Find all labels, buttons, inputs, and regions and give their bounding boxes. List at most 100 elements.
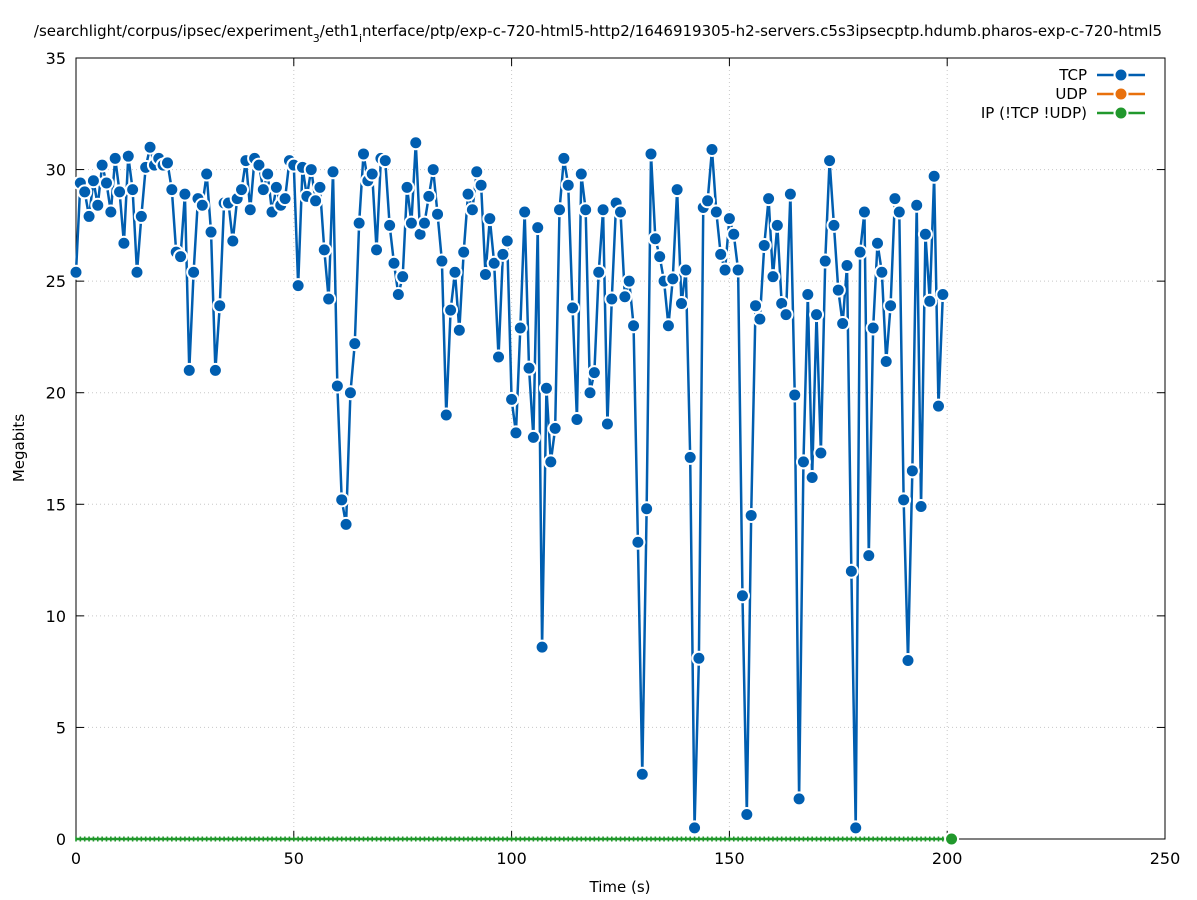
data-point — [732, 836, 735, 842]
data-point — [691, 650, 707, 666]
data-point — [236, 836, 238, 842]
data-point — [904, 463, 920, 479]
data-point — [312, 179, 328, 195]
data-point — [112, 184, 128, 200]
data-point — [689, 836, 691, 842]
data-point — [534, 639, 550, 655]
y-tick-label: 5 — [56, 718, 66, 737]
data-point — [713, 246, 729, 262]
data-point — [384, 836, 387, 842]
data-point — [462, 836, 465, 842]
data-point — [721, 211, 737, 227]
data-point — [772, 836, 774, 842]
data-point — [678, 262, 694, 278]
data-point — [275, 836, 278, 842]
data-point — [589, 836, 591, 842]
data-point — [765, 269, 781, 285]
legend-label: IP (!TCP !UDP) — [981, 104, 1087, 122]
data-point — [647, 231, 663, 247]
data-point — [837, 836, 840, 842]
data-point — [177, 186, 193, 202]
data-point — [329, 378, 345, 394]
data-point — [885, 836, 888, 842]
x-axis-label: Time (s) — [589, 878, 651, 896]
data-point — [438, 407, 454, 423]
data-point — [811, 836, 813, 842]
data-point — [497, 836, 500, 842]
data-point — [624, 836, 626, 842]
data-point — [917, 226, 933, 242]
data-point — [449, 836, 452, 842]
data-point — [746, 836, 748, 842]
data-point — [843, 563, 859, 579]
data-point — [371, 836, 374, 842]
data-point — [942, 836, 944, 842]
data-point — [734, 588, 750, 604]
data-point — [630, 534, 646, 550]
data-point — [717, 262, 733, 278]
chart-title: /searchlight/corpus/ipsec/experiment3/et… — [34, 22, 1162, 45]
data-point — [660, 318, 676, 334]
data-point — [234, 182, 250, 198]
data-point — [711, 836, 713, 842]
data-point — [861, 548, 877, 564]
data-point — [369, 242, 385, 258]
data-point — [129, 264, 145, 280]
data-point — [416, 215, 432, 231]
data-point — [399, 179, 415, 195]
data-point — [502, 836, 504, 842]
data-point — [414, 836, 417, 842]
data-point — [852, 244, 868, 260]
legend-label: TCP — [1058, 66, 1087, 84]
data-point — [898, 836, 901, 842]
data-point — [159, 155, 175, 171]
data-point — [519, 836, 522, 842]
y-tick-label: 15 — [46, 495, 66, 514]
data-point — [645, 836, 648, 842]
data-point — [763, 836, 766, 842]
data-point — [127, 836, 130, 842]
y-tick-label: 35 — [46, 49, 66, 68]
data-point — [188, 836, 191, 842]
data-point — [571, 836, 574, 842]
data-point — [673, 295, 689, 311]
data-point — [351, 215, 367, 231]
data-point — [364, 166, 380, 182]
data-point — [493, 836, 495, 842]
data-point — [458, 836, 461, 842]
data-point — [144, 836, 147, 842]
data-point — [560, 177, 576, 193]
data-point — [702, 836, 705, 842]
data-point — [136, 836, 138, 842]
data-point — [510, 836, 513, 842]
data-point — [425, 162, 441, 178]
data-point — [469, 164, 485, 180]
data-point — [334, 492, 350, 508]
data-point — [464, 202, 480, 218]
data-point — [486, 255, 502, 271]
data-point — [242, 202, 258, 218]
data-point — [698, 836, 700, 842]
data-point — [639, 501, 655, 517]
data-point — [541, 836, 543, 842]
data-point — [410, 836, 413, 842]
data-point — [563, 836, 565, 842]
data-point — [817, 253, 833, 269]
legend-swatch-marker — [1113, 86, 1129, 102]
data-point — [944, 831, 960, 847]
data-point — [223, 836, 225, 842]
data-point — [164, 182, 180, 198]
data-point — [153, 836, 156, 842]
data-point — [737, 836, 739, 842]
data-point — [277, 191, 293, 207]
data-point — [473, 177, 489, 193]
data-point — [658, 836, 661, 842]
data-point — [580, 836, 583, 842]
data-point — [120, 148, 136, 164]
data-point — [517, 204, 533, 220]
data-point — [558, 836, 561, 842]
y-tick-label: 30 — [46, 161, 66, 180]
data-point — [848, 820, 864, 836]
data-point — [793, 836, 796, 842]
